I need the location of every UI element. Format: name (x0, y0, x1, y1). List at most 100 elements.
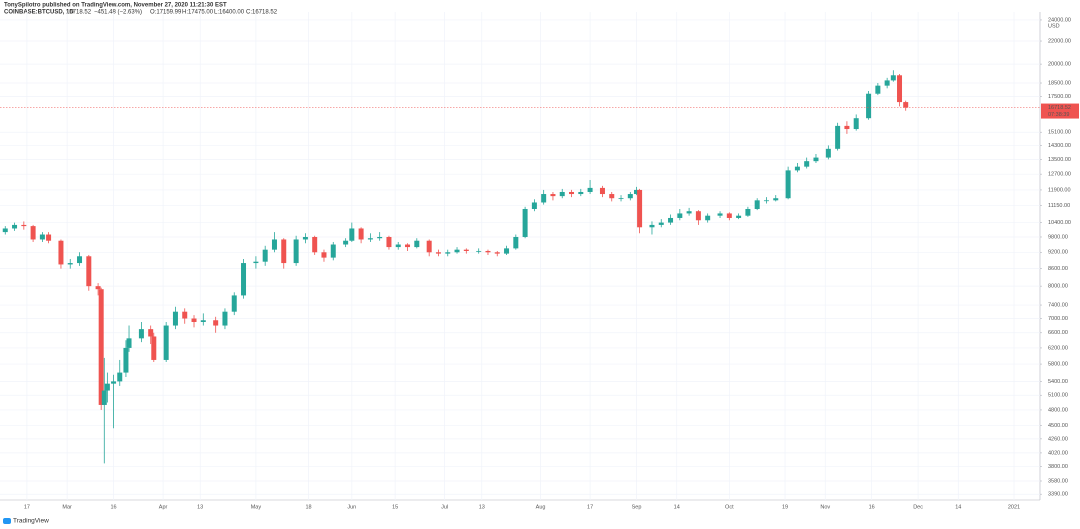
candle-body (658, 222, 664, 225)
candle-body (825, 148, 831, 158)
y-tick-label: 4800.00 (1048, 407, 1068, 413)
candle-body (2, 228, 8, 233)
candle-body (172, 311, 178, 326)
y-tick-label: 14300.00 (1048, 143, 1071, 149)
x-tick-label: 18 (305, 504, 311, 510)
x-tick-label: 17 (24, 504, 30, 510)
last-price-tag-label: 16718.52 (1048, 105, 1071, 111)
candle-body (785, 170, 791, 199)
candle-body (609, 194, 615, 199)
currency-label: USD (1048, 23, 1060, 29)
x-tick-label: 13 (479, 504, 485, 510)
x-tick-label: 16 (110, 504, 116, 510)
x-tick-label: Apr (159, 504, 168, 510)
x-tick-label: 17 (587, 504, 593, 510)
candle-body (485, 250, 491, 253)
last-price-tag (1041, 103, 1079, 119)
candle-body (117, 372, 123, 382)
candle-body (677, 213, 683, 218)
candle-body (717, 213, 723, 216)
candle-body (46, 234, 52, 241)
logo-icon (3, 518, 11, 524)
ohlc-value: H:17475.00 (182, 10, 214, 16)
candle-body (126, 338, 132, 348)
last-price: 16718.52 (66, 10, 92, 16)
candle-body (138, 329, 144, 339)
candle-body (513, 236, 519, 249)
x-tick-label: Jul (441, 504, 448, 510)
candle-body (618, 198, 624, 200)
y-tick-label: 10400.00 (1048, 220, 1071, 226)
candle-body (123, 347, 129, 373)
y-tick-label: 4020.00 (1048, 450, 1068, 456)
candle-body (321, 252, 327, 258)
x-tick-label: Oct (725, 504, 734, 510)
publisher: TonySpilotro published on TradingView.co… (4, 3, 227, 9)
y-tick-label: 8600.00 (1048, 266, 1068, 272)
x-tick-label: 14 (674, 504, 680, 510)
candle-body (835, 125, 841, 149)
candle-body (541, 194, 547, 203)
candle-body (58, 240, 64, 265)
candle-body (330, 244, 336, 258)
candle-body (522, 208, 528, 237)
candle-body (312, 236, 318, 253)
candle-body (463, 249, 469, 251)
candle-body (559, 191, 565, 197)
candle-body (763, 200, 769, 202)
candle-body (634, 189, 640, 195)
y-tick-label: 7400.00 (1048, 303, 1068, 309)
candle-body (271, 239, 277, 250)
y-tick-label: 24000.00 (1048, 17, 1071, 23)
x-tick-label: Aug (536, 504, 546, 510)
candle-body (773, 198, 779, 201)
candle-body (281, 239, 287, 264)
y-tick-label: 15100.00 (1048, 130, 1071, 136)
candle-body (897, 75, 903, 103)
candle-body (627, 194, 633, 199)
candle-body (241, 263, 247, 296)
candle-body (104, 383, 110, 391)
candle-body (148, 329, 154, 337)
ohlc-value: L:16400.00 (214, 10, 245, 16)
ohlc-value: C:16718.52 (246, 10, 278, 16)
y-tick-label: 20000.00 (1048, 62, 1071, 68)
y-tick-label: 11150.00 (1048, 203, 1070, 209)
y-tick-label: 3390.00 (1048, 492, 1068, 498)
candle-body (200, 320, 206, 323)
x-tick-label: May (251, 504, 262, 510)
candle-body (86, 256, 92, 287)
y-tick-label: 4260.00 (1048, 436, 1068, 442)
candle-body (358, 228, 364, 240)
y-tick-label: 5400.00 (1048, 379, 1068, 385)
candle-body (253, 261, 259, 264)
candle-body (736, 215, 742, 218)
candle-body (853, 118, 859, 130)
y-tick-label: 13500.00 (1048, 157, 1071, 163)
candle-body (726, 213, 732, 218)
candle-body (494, 252, 500, 254)
x-tick-label: 13 (197, 504, 203, 510)
x-tick-label: 2021 (1008, 504, 1020, 510)
x-tick-label: 14 (955, 504, 961, 510)
y-tick-label: 18500.00 (1048, 80, 1071, 86)
candle-body (550, 194, 556, 197)
x-tick-label: 16 (869, 504, 875, 510)
candle-body (95, 286, 101, 290)
candle-body (262, 249, 268, 262)
candle-body (414, 240, 420, 248)
candle-body (39, 234, 45, 240)
candle-body (794, 166, 800, 171)
candle-body (349, 228, 355, 241)
candle-body (454, 249, 460, 253)
candle-body (866, 93, 872, 119)
candle-body (367, 238, 373, 240)
candle-body (182, 311, 188, 319)
y-tick-label: 6200.00 (1048, 345, 1068, 351)
x-tick-label: 19 (782, 504, 788, 510)
y-tick-label: 5800.00 (1048, 362, 1068, 368)
candle-body (213, 320, 219, 326)
candle-body (686, 211, 692, 214)
